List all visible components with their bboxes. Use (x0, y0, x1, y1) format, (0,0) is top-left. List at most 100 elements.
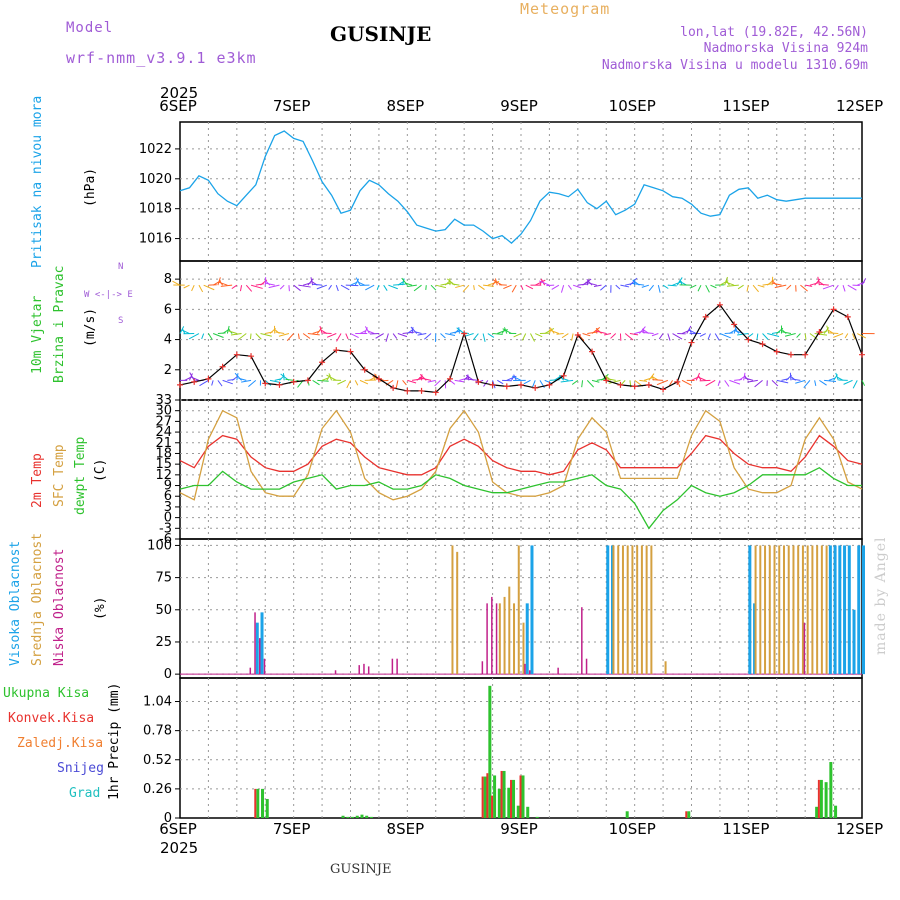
wind-barb (425, 285, 427, 291)
wind-barb (444, 280, 451, 286)
temp-tick-label: 0 (164, 511, 172, 526)
model-elevation-info: Nadmorska Visina u modelu 1310.69m (601, 58, 868, 73)
wind-barb (800, 284, 808, 292)
wind-barb (218, 281, 228, 286)
wind-barb (354, 380, 359, 386)
wind-marker (844, 313, 851, 320)
wind-barb (321, 377, 329, 381)
wind-barb (705, 379, 716, 387)
wind-barb (427, 379, 436, 383)
wind-barb (328, 284, 332, 290)
wind-barb (572, 284, 582, 289)
wind-barb (796, 333, 801, 338)
cloud-tick-label: 75 (155, 571, 172, 586)
wind-barb (521, 333, 527, 341)
cloud-bar (581, 607, 583, 675)
wind-barb (523, 379, 531, 385)
wind-barb (678, 280, 688, 286)
wind-barb (336, 333, 342, 342)
precip-bar (254, 788, 257, 818)
wind-barb (586, 380, 595, 388)
wind-barb (317, 379, 329, 382)
cloud-bar (862, 545, 865, 675)
wind-barb (434, 379, 441, 387)
wind-barb (803, 380, 811, 389)
wind-marker (418, 387, 425, 394)
precip-bar (512, 779, 516, 818)
cloud-bar (816, 545, 819, 675)
cloud-bar (748, 545, 752, 675)
cloud-bar (773, 545, 776, 675)
wind-barb (376, 284, 380, 291)
wind-barb (217, 277, 221, 286)
wind-barb (191, 284, 195, 292)
cloud-bar (801, 545, 804, 675)
wind-barb (629, 277, 638, 286)
wind-marker (404, 387, 411, 394)
wind-barb (497, 379, 504, 385)
wind-barb (404, 282, 413, 286)
wind-barb (672, 333, 683, 340)
wind-barb (842, 285, 846, 292)
wind-barb (472, 333, 479, 341)
wind-barb (355, 277, 361, 286)
wind-barb (643, 377, 653, 381)
pressure-tick-label: 1020 (139, 172, 172, 187)
wind-barb (188, 333, 200, 340)
wind-barb (345, 333, 349, 340)
wind-barb (183, 284, 190, 289)
cloud-bar (517, 545, 520, 675)
wind-barb (591, 327, 601, 334)
wind-barb (814, 278, 821, 286)
wind-barb (302, 333, 311, 339)
cloud-bar (631, 545, 634, 675)
wind-marker (731, 321, 738, 328)
wind-barb (581, 380, 584, 388)
legend-snow: Snijeg (57, 761, 104, 776)
wind-barb (445, 333, 456, 336)
cloud-bar (481, 661, 484, 675)
wind-barb (198, 284, 204, 293)
precip-bar (526, 806, 530, 818)
cloud-tick-label: 50 (155, 603, 172, 618)
day-tick: 7SEP (272, 820, 311, 838)
wind-barb (754, 379, 763, 388)
wind-barb (560, 379, 574, 383)
wind-barb (492, 380, 496, 389)
wind-barb (424, 333, 432, 340)
wind-barb (473, 285, 475, 291)
wind-barb (530, 333, 536, 342)
wind-barb (786, 284, 792, 290)
wind-barb (230, 333, 242, 336)
precip-bar (516, 805, 520, 818)
wind-barb (401, 277, 408, 286)
wind-barb (699, 379, 711, 382)
wind-barb (268, 284, 280, 289)
precip-bar (369, 816, 373, 818)
wind-barb (824, 379, 837, 382)
precip-bar (829, 762, 833, 818)
cloud-bar (806, 545, 809, 675)
cloud-bar (606, 545, 610, 675)
wind-barb (805, 284, 813, 287)
wind-barb (843, 379, 853, 385)
wind-marker (205, 375, 212, 382)
wind-barb (642, 331, 654, 335)
wind-barb (449, 379, 456, 385)
wind-marker (745, 336, 752, 343)
wind-barb (634, 330, 645, 335)
wind-barb (239, 285, 243, 292)
wind-barb (492, 333, 503, 335)
wind-barb (852, 333, 856, 340)
wind-barb (625, 282, 636, 286)
wind-tick-label: 8 (164, 272, 172, 287)
wind-marker (262, 380, 269, 387)
temp-tick-label: 24 (155, 425, 172, 440)
precip-bar (521, 775, 525, 818)
wind-barb (312, 379, 320, 386)
wind-barb (605, 377, 616, 381)
wind-marker (177, 381, 183, 388)
wind-marker (645, 381, 652, 388)
wind-barb (275, 331, 285, 335)
